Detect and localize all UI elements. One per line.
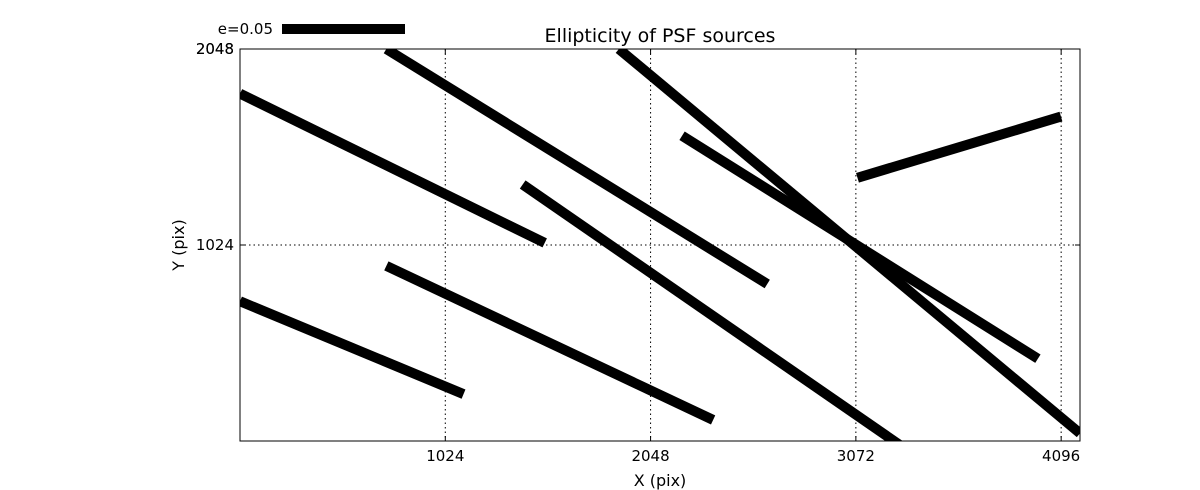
y-tick-label-overlap: 2048 [196, 40, 234, 58]
y-axis-label: Y (pix) [169, 219, 188, 271]
x-tick-label-2048: 2048 [631, 447, 669, 465]
whisker-segment [519, 180, 903, 441]
whisker-segment [856, 111, 1063, 183]
whisker-segments [240, 49, 1080, 441]
grid [240, 49, 1080, 441]
x-tick-label-1024: 1024 [426, 447, 464, 465]
plot-frame [239, 48, 1081, 442]
whisker-segment [384, 261, 716, 425]
x-axis-label: X (pix) [634, 471, 687, 490]
y-tick-label-2048: 2048 [196, 40, 234, 58]
chart-title: Ellipticity of PSF sources [545, 25, 776, 47]
whisker-segment [615, 49, 1080, 438]
x-tick-label-3072: 3072 [837, 447, 875, 465]
x-tick-label-4096: 4096 [1042, 447, 1080, 465]
legend-label: e=0.05 [218, 20, 273, 38]
legend: e=0.05 [218, 20, 405, 38]
whisker-segment [383, 49, 770, 289]
whisker-segment [240, 296, 466, 399]
y-tick-label-1024: 1024 [196, 236, 234, 254]
whisker-segment [240, 89, 547, 248]
